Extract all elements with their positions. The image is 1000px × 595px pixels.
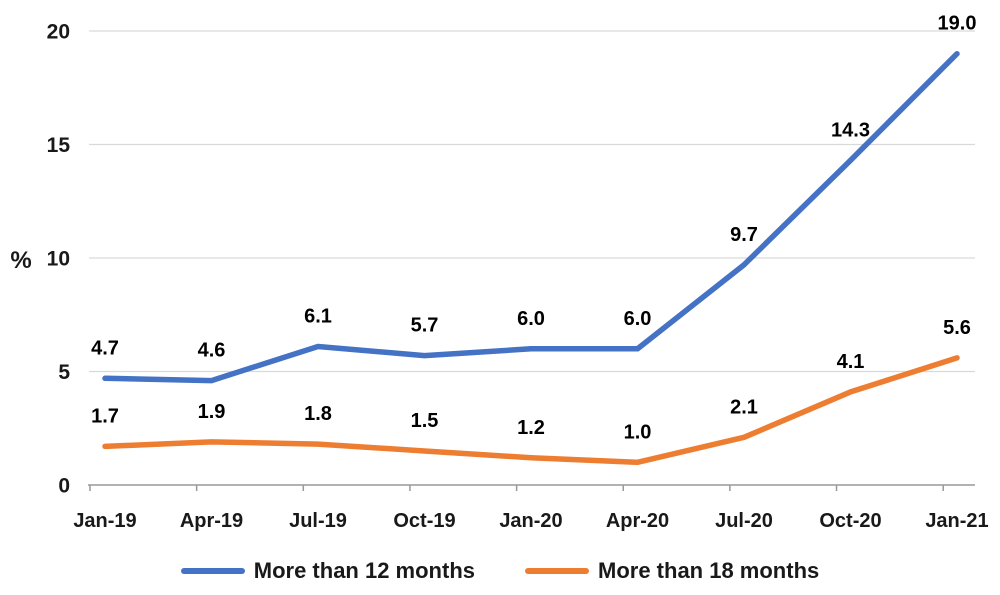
line-chart-plot: 0 5 10 15 20% Jan-19 Apr-19 Jul-19 Oct-19 Jan-20 A… xyxy=(10,13,988,532)
x-axis-tick-label: Apr-19 xyxy=(180,510,243,532)
x-axis-tick-label: Apr-20 xyxy=(606,510,669,532)
data-label: 5.6 xyxy=(943,317,971,339)
data-label: 2.1 xyxy=(730,396,758,418)
legend-item-more-than-12-months: More than 12 months xyxy=(180,558,475,584)
legend-label-more-than-12-months: More than 12 months xyxy=(253,558,475,583)
chart-legend: More than 12 months More than 18 months xyxy=(0,558,1000,584)
series-line-more-than-12-months xyxy=(102,50,960,384)
y-axis-tick-label: 5 xyxy=(58,361,70,384)
data-label: 1.0 xyxy=(624,421,652,443)
data-label: 1.5 xyxy=(411,410,439,432)
legend-line-swatch-blue xyxy=(180,568,245,574)
data-label: 5.7 xyxy=(411,315,439,337)
data-label: 6.0 xyxy=(624,308,652,330)
y-axis-unit-label: % xyxy=(10,247,31,274)
data-label: 9.7 xyxy=(730,224,758,246)
y-axis-tick-label: 10 xyxy=(47,248,70,271)
legend-line-swatch-orange xyxy=(525,568,589,574)
series-line-more-than-18-months xyxy=(102,355,960,466)
data-label: 1.2 xyxy=(517,417,545,439)
x-axis-tick-label: Jul-19 xyxy=(289,510,347,532)
data-label: 6.1 xyxy=(304,306,332,328)
data-label: 1.8 xyxy=(304,403,332,425)
x-axis-tick-label: Jan-21 xyxy=(925,510,988,532)
x-axis-tick-label: Oct-19 xyxy=(393,510,455,532)
data-label: 14.3 xyxy=(831,119,870,141)
data-label: 4.1 xyxy=(837,351,865,373)
legend-label-more-than-18-months: More than 18 months xyxy=(598,558,820,583)
x-axis-tick-label: Jan-20 xyxy=(499,510,562,532)
y-axis-tick-label: 15 xyxy=(47,134,71,157)
data-label: 6.0 xyxy=(517,308,545,330)
x-axis-tick-label: Jan-19 xyxy=(73,510,136,532)
y-axis-tick-label: 20 xyxy=(47,21,70,44)
x-axis-tick-label: Oct-20 xyxy=(819,510,881,532)
data-label: 1.9 xyxy=(198,401,226,423)
y-axis-tick-label: 0 xyxy=(58,475,70,498)
data-label: 1.7 xyxy=(91,405,119,427)
x-axis-tick-label: Jul-20 xyxy=(715,510,773,532)
data-label: 4.7 xyxy=(91,337,119,359)
data-label: 4.6 xyxy=(198,340,226,362)
legend-item-more-than-18-months: More than 18 months xyxy=(525,558,819,584)
data-label: 19.0 xyxy=(938,13,977,35)
